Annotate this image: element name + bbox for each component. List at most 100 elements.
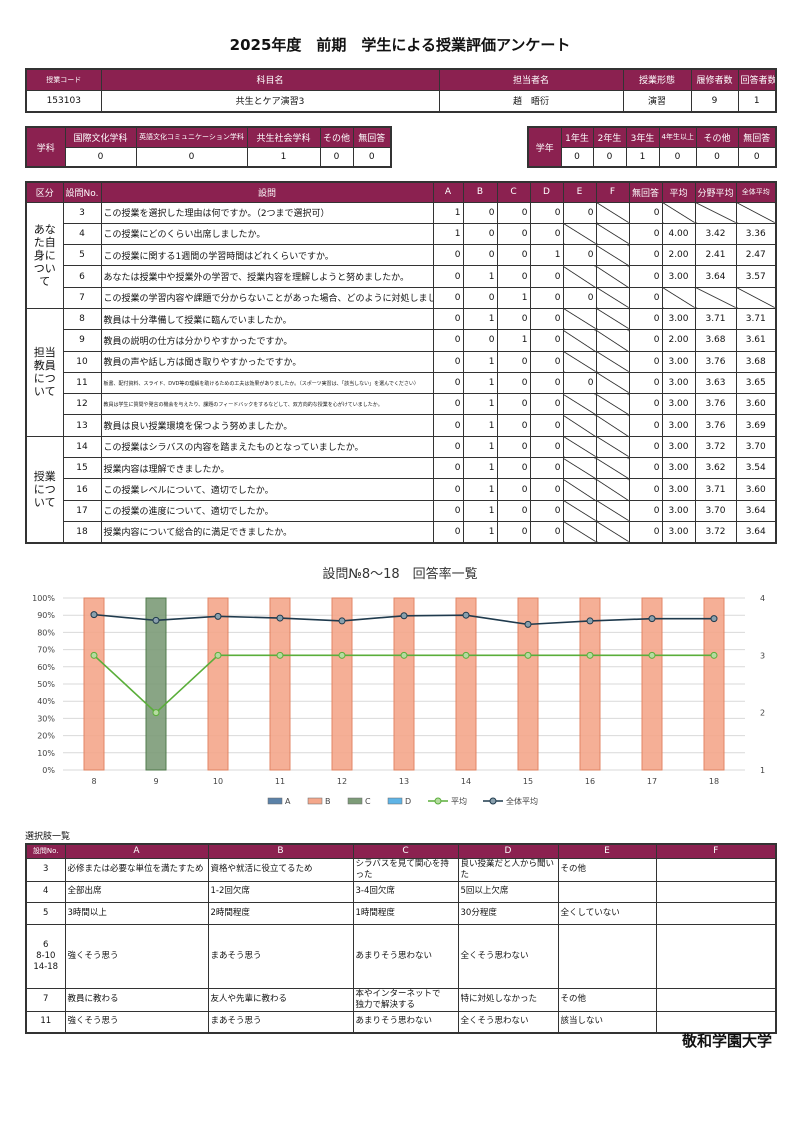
option-text [655,880,777,903]
column-header: 4年生以上 [658,126,697,148]
option-count: 0 [529,478,564,501]
option-text: 1-2回欠席 [207,880,354,903]
column-header: その他 [319,126,354,148]
table-row: 7 この授業の学習内容や課題で分からないことがあった場合、どのように対処しましたか… [26,286,777,309]
average: 3.00 [661,499,696,522]
not-applicable-cell [562,265,597,288]
average: 3.00 [661,371,696,395]
option-count: 0 [529,520,564,544]
bar-B [703,597,725,771]
x-tick-label: 15 [523,777,533,786]
field-average: 3.68 [694,329,737,352]
option-text: その他 [557,987,657,1012]
question-number: 13 [62,414,102,437]
question-number: 5 [25,901,66,925]
department-count: 0 [135,146,248,168]
option-text: その他 [557,857,657,882]
point-平均 [648,651,656,659]
bar-B [393,597,415,771]
column-header: 設問 [100,181,434,203]
option-text: 30分程度 [457,901,559,925]
option-text [557,923,657,989]
field-average: 3.76 [694,414,737,437]
overall-average: 3.69 [735,414,777,437]
question-text: 授業内容は理解できましたか。 [100,457,434,480]
option-text: あまりそう思わない [352,923,459,989]
field-average: 3.76 [694,350,737,373]
question-text: この授業の進度について、適切でしたか。 [100,499,434,522]
question-number: 11 [62,371,102,395]
page-title: 2025年度 前期 学生による授業評価アンケート [229,36,571,54]
y-left-tick-label: 30% [37,714,55,723]
option-count: 0 [496,435,531,459]
option-count: 0 [462,201,498,224]
not-applicable-cell [562,478,597,501]
option-count: 0 [529,435,564,459]
option-text: 全部出席 [64,880,209,903]
question-number: 4 [25,880,66,903]
no-answer-count: 0 [628,435,663,459]
overall-average: 3.57 [735,265,777,288]
question-number: 10 [62,350,102,373]
course-value: 共生とケア演習3 [100,89,440,113]
table-row: 4 この授業にどのくらい出席しましたか。 1 0 0 0 0 4.00 3.42 3.36 [26,222,777,246]
table-row: 10 教員の声や話し方は聞き取りやすかったですか。 0 1 0 0 0 3.00 3.76 3.6… [26,350,777,373]
legend-swatch-C [347,797,363,805]
column-header: 無回答 [737,126,777,148]
table-row: 9 教員の説明の仕方は分かりやすかったですか。 0 0 1 0 0 2.00 3.68 3.61 [26,329,777,352]
column-header: E [562,181,597,203]
year-count: 0 [560,146,594,168]
table-row: 13 教員は良い授業環境を保つよう努めましたか。 0 1 0 0 0 3.00 3.76 3.69 [26,414,777,437]
options-label: 選択肢一覧 [25,832,71,842]
question-number: 12 [62,393,102,416]
option-count: 0 [432,265,464,288]
question-number: 18 [62,520,102,544]
column-header: 分野平均 [694,181,737,203]
question-text: 教員の説明の仕方は分かりやすかったですか。 [100,329,434,352]
not-applicable-cell [735,286,777,309]
question-number: 8 [62,307,102,331]
option-count: 0 [496,457,531,480]
column-header: A [432,181,464,203]
option-count: 0 [496,393,531,416]
option-text: 友人や先輩に教わる [207,987,354,1012]
no-answer-count: 0 [628,371,663,395]
option-count: 0 [432,371,464,395]
course-value: 演習 [622,89,692,113]
section-label: あなた自身について [25,201,64,309]
column-header: 全体平均 [735,181,777,203]
average: 3.00 [661,307,696,331]
table-row: 11 強くそう思う まあそう思う あまりそう思わない 全くそう思わない 該当しない [25,1010,777,1034]
not-applicable-cell [562,222,597,246]
column-header: B [462,181,498,203]
point-平均 [276,651,284,659]
question-number: 7 [62,286,102,309]
option-text: 必修または必要な単位を満たすため [64,857,209,882]
option-text [655,923,777,989]
overall-average: 3.71 [735,307,777,331]
department-count: 0 [352,146,392,168]
not-applicable-cell [562,307,597,331]
section-label: 授業について [25,435,64,544]
x-tick-label: 9 [153,777,158,786]
x-tick-label: 18 [709,777,719,786]
option-count: 1 [462,414,498,437]
field-average: 3.70 [694,499,737,522]
x-tick-label: 16 [585,777,595,786]
option-count: 0 [432,393,464,416]
option-count: 0 [496,499,531,522]
option-count: 0 [432,286,464,309]
option-count: 0 [529,414,564,437]
bar-B [269,597,291,771]
point-平均 [586,651,594,659]
column-header: 設問No. [62,181,102,203]
option-count: 0 [496,520,531,544]
field-average: 2.41 [694,244,737,267]
option-count: 0 [432,520,464,544]
option-text [655,1010,777,1034]
x-tick-label: 12 [337,777,347,786]
average: 3.00 [661,435,696,459]
no-answer-count: 0 [628,329,663,352]
field-average: 3.63 [694,371,737,395]
option-text: 全くそう思わない [457,923,559,989]
